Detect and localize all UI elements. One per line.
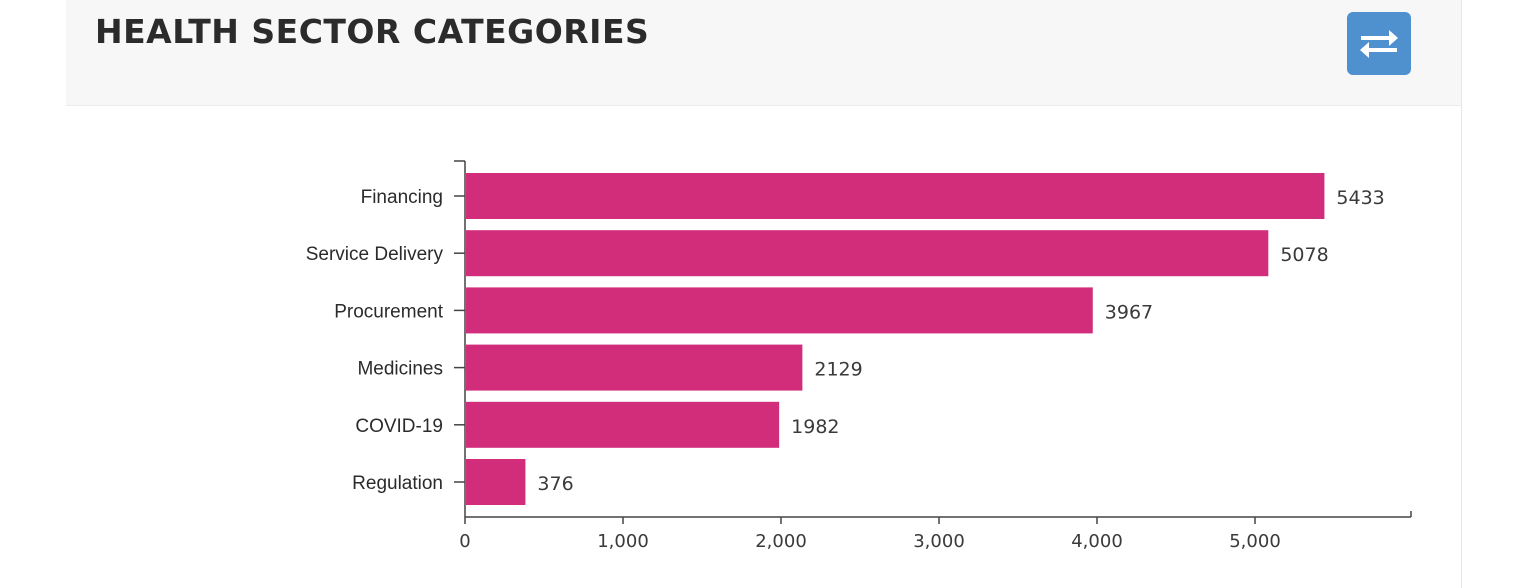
x-tick-label: 0 xyxy=(459,531,470,552)
category-label: Regulation xyxy=(352,473,443,494)
bar-chart: 0 1,000 2,000 3,000 4,000 5,000 Financing 5433 S… xyxy=(306,160,1412,552)
swap-orientation-button[interactable] xyxy=(1347,12,1411,75)
value-label: 3967 xyxy=(1105,301,1153,323)
category-label: Financing xyxy=(361,187,443,208)
category-label: Medicines xyxy=(357,359,443,380)
chart-card: HEALTH SECTOR CATEGORIES 0 1,000 2,000 3,00… xyxy=(66,0,1462,588)
category-label: Service Delivery xyxy=(306,244,444,265)
bar[interactable] xyxy=(466,459,526,505)
x-tick-label: 2,000 xyxy=(755,531,807,552)
swap-arrows-icon xyxy=(1357,29,1401,59)
value-label: 376 xyxy=(537,473,573,495)
value-label: 5433 xyxy=(1336,187,1384,209)
value-label: 1982 xyxy=(791,416,839,438)
x-tick-label: 1,000 xyxy=(597,531,649,552)
card-header: HEALTH SECTOR CATEGORIES xyxy=(66,0,1461,106)
value-label: 5078 xyxy=(1280,244,1328,266)
x-tick-label: 5,000 xyxy=(1229,531,1281,552)
bar[interactable] xyxy=(466,173,1325,219)
page-title: HEALTH SECTOR CATEGORIES xyxy=(95,12,650,51)
bar[interactable] xyxy=(466,287,1093,334)
x-tick-label: 3,000 xyxy=(913,531,965,552)
bar[interactable] xyxy=(466,401,780,448)
x-tick-label: 4,000 xyxy=(1071,531,1123,552)
bar[interactable] xyxy=(466,344,803,391)
category-label: COVID-19 xyxy=(355,416,443,437)
category-label: Procurement xyxy=(334,301,443,322)
value-label: 2129 xyxy=(814,359,862,381)
bar[interactable] xyxy=(466,230,1269,277)
